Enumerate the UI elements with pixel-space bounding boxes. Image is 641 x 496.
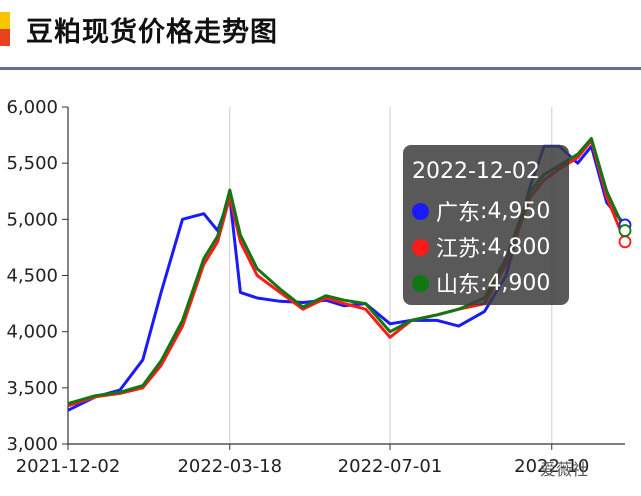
series-end-point [618, 224, 632, 237]
series-dot-icon [412, 238, 429, 256]
y-tick-label: 3,000 [6, 434, 58, 455]
y-tick-label: 5,000 [6, 209, 58, 230]
x-tick-label: 2022-07-01 [338, 456, 443, 477]
x-tick-label: 2022-03-18 [177, 456, 282, 477]
y-tick-label: 5,500 [6, 153, 58, 174]
series-end-markers [618, 218, 632, 249]
y-tick-label: 6,000 [6, 97, 58, 118]
x-tick-label: 2022-10 [514, 456, 589, 477]
watermark-text: 爱薇社 [540, 460, 589, 479]
x-axis-ticks: 2021-12-02 2022-03-18 2022-07-01 2022-10 [16, 444, 589, 477]
tooltip-series-value: 4,800 [487, 234, 551, 260]
y-tick-label: 4,500 [6, 266, 58, 287]
tooltip-series-name: 山东 [436, 273, 481, 298]
tooltip-date: 2022-12-02 [412, 159, 540, 184]
series-end-point [618, 235, 632, 249]
page-title: 豆粕现货价格走势图 [26, 17, 278, 48]
tooltip-series-value: 4,900 [487, 270, 551, 296]
title-divider [0, 67, 641, 70]
y-tick-label: 3,500 [6, 378, 58, 399]
tooltip-row-guangdong: 广东: 4,950 [412, 195, 550, 227]
title-accent-marker [0, 12, 10, 46]
y-tick-label: 4,000 [6, 322, 58, 343]
tooltip-series-value: 4,950 [487, 198, 551, 224]
series-dot-icon [412, 202, 429, 220]
tooltip-row-jiangsu: 江苏: 4,800 [412, 231, 550, 263]
x-tick-label: 2021-12-02 [16, 456, 121, 477]
chart-tooltip: 2022-12-02 广东: 4,950 江苏: 4,800 山东: 4,900 [403, 145, 569, 305]
tooltip-series-name: 江苏 [436, 237, 481, 262]
series-dot-icon [412, 274, 429, 292]
tooltip-row-shandong: 山东: 4,900 [412, 267, 550, 299]
tooltip-series-name: 广东 [436, 201, 481, 226]
y-axis-ticks: 3,000 3,500 4,000 4,500 5,000 5,500 6,000 [6, 97, 68, 455]
